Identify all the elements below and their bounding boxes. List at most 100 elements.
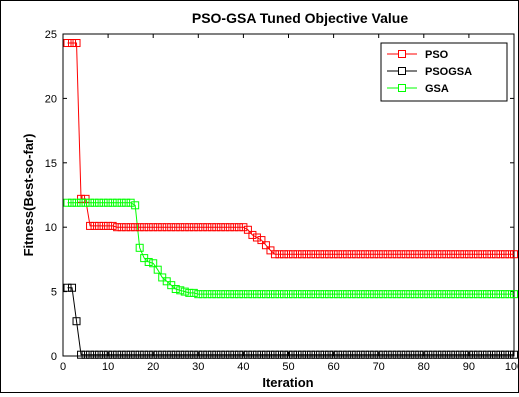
psogsa-point — [500, 350, 509, 359]
pso-point — [406, 250, 415, 259]
psogsa-point — [406, 350, 415, 359]
gsa-point — [171, 285, 180, 294]
psogsa-point — [63, 283, 72, 292]
pso-point — [72, 39, 81, 48]
gsa-point — [482, 290, 491, 299]
pso-point — [131, 223, 140, 232]
gsa-point — [496, 290, 505, 299]
psogsa-point — [239, 350, 248, 359]
psogsa-point — [95, 350, 104, 359]
psogsa-point — [352, 350, 361, 359]
psogsa-point — [144, 350, 153, 359]
gsa-point — [352, 290, 361, 299]
psogsa-point — [510, 350, 518, 359]
gsa-point — [185, 288, 194, 297]
y-tick-label: 20 — [45, 93, 57, 105]
psogsa-point — [162, 350, 171, 359]
pso-point — [135, 223, 144, 232]
gsa-point — [234, 290, 243, 299]
psogsa-point — [325, 350, 334, 359]
x-tick-label: 80 — [418, 361, 430, 373]
psogsa-legend-marker — [398, 67, 406, 75]
pso-point — [108, 221, 117, 230]
psogsa-point — [424, 350, 433, 359]
pso-point — [95, 221, 104, 230]
gsa-point — [126, 198, 135, 207]
pso-point — [284, 250, 293, 259]
psogsa-point — [117, 350, 126, 359]
pso-point — [243, 225, 252, 234]
pso-point — [316, 250, 325, 259]
psogsa-point — [482, 350, 491, 359]
gsa-point — [203, 290, 212, 299]
gsa-point — [424, 290, 433, 299]
gsa-point — [230, 290, 239, 299]
pso-point — [437, 250, 446, 259]
psogsa-point — [225, 350, 234, 359]
psogsa-point — [135, 350, 144, 359]
pso-point — [415, 250, 424, 259]
gsa-point — [81, 198, 90, 207]
psogsa-point — [334, 350, 343, 359]
chart-title: PSO-GSA Tuned Objective Value — [192, 10, 408, 26]
pso-point — [189, 223, 198, 232]
gsa-point — [338, 290, 347, 299]
psogsa-point — [234, 350, 243, 359]
pso-point — [424, 250, 433, 259]
psogsa-point — [397, 350, 406, 359]
pso-point — [370, 250, 379, 259]
pso-point — [86, 221, 95, 230]
gsa-point — [320, 290, 329, 299]
gsa-point — [401, 290, 410, 299]
gsa-point — [95, 198, 104, 207]
gsa-point — [275, 290, 284, 299]
gsa-point — [68, 198, 77, 207]
x-axis-label: Iteration — [262, 375, 313, 390]
psogsa-point — [176, 350, 185, 359]
gsa-point — [329, 290, 338, 299]
x-tick-label: 30 — [192, 361, 204, 373]
psogsa-point — [383, 350, 392, 359]
gsa-point — [113, 198, 122, 207]
gsa-point — [491, 290, 500, 299]
pso-point — [140, 223, 149, 232]
psogsa-point — [216, 350, 225, 359]
pso-point — [352, 250, 361, 259]
psogsa-point — [455, 350, 464, 359]
pso-point — [239, 223, 248, 232]
psogsa-point — [90, 350, 99, 359]
gsa-point — [248, 290, 257, 299]
pso-point — [104, 221, 113, 230]
pso-point — [388, 250, 397, 259]
x-tick-label: 50 — [282, 361, 294, 373]
pso-point — [167, 223, 176, 232]
psogsa-point — [392, 350, 401, 359]
pso-point — [221, 223, 230, 232]
psogsa-point — [122, 350, 131, 359]
gsa-point — [473, 290, 482, 299]
psogsa-point — [473, 350, 482, 359]
psogsa-point — [257, 350, 266, 359]
psogsa-point — [446, 350, 455, 359]
gsa-point — [505, 290, 514, 299]
pso-point — [401, 250, 410, 259]
pso-point — [419, 250, 428, 259]
psogsa-point — [81, 350, 90, 359]
pso-point — [496, 250, 505, 259]
psogsa-point — [99, 350, 108, 359]
pso-legend-marker — [398, 50, 406, 58]
gsa-point — [194, 290, 203, 299]
pso-point — [410, 250, 419, 259]
gsa-point — [379, 290, 388, 299]
pso-point — [225, 223, 234, 232]
pso-point — [90, 221, 99, 230]
psogsa-point — [140, 350, 149, 359]
gsa-point — [311, 290, 320, 299]
gsa-point — [270, 290, 279, 299]
psogsa-point — [388, 350, 397, 359]
y-tick-label: 25 — [45, 29, 57, 41]
pso-point — [464, 250, 473, 259]
pso-point — [428, 250, 437, 259]
psogsa-point — [293, 350, 302, 359]
psogsa-point — [230, 350, 239, 359]
